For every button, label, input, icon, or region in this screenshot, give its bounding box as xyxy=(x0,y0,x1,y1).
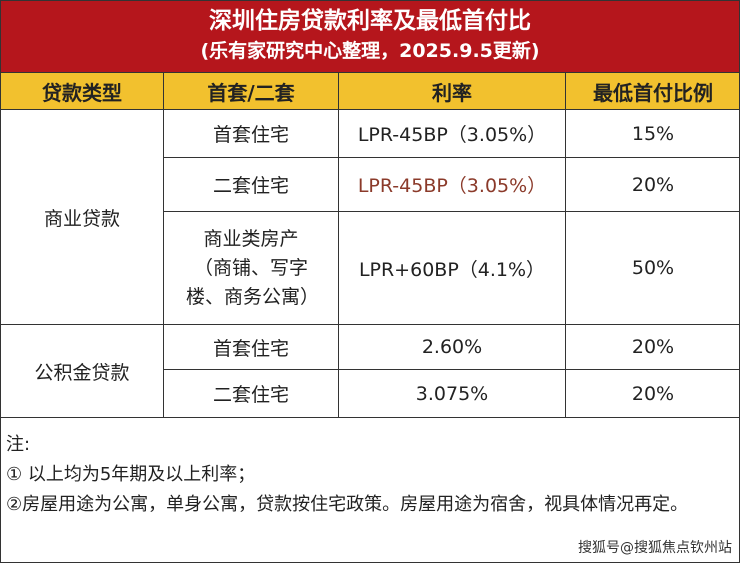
header-home-order: 首套/二套 xyxy=(163,72,339,110)
header-row: 贷款类型 首套/二套 利率 最低首付比例 xyxy=(0,72,740,110)
table-row: 二套住宅 3.075% 20% xyxy=(1,369,740,418)
down-cell: 20% xyxy=(565,324,740,370)
kind-cell: 商业类房产（商铺、写字楼、商务公寓） xyxy=(163,211,339,325)
note-item: ②房屋用途为公寓，单身公寓，贷款按住宅政策。房屋用途为宿舍，视具体情况再定。 xyxy=(6,494,689,515)
kind-cell: 二套住宅 xyxy=(163,369,339,418)
table-row: 公积金贷款 首套住宅 2.60% 20% xyxy=(0,324,740,418)
notes-label: 注: xyxy=(6,434,31,455)
title-banner: 深圳住房贷款利率及最低首付比 (乐有家研究中心整理，2025.9.5更新) xyxy=(0,0,740,72)
header-down-payment: 最低首付比例 xyxy=(565,72,740,110)
kind-cell: 二套住宅 xyxy=(163,157,339,212)
down-cell: 15% xyxy=(565,109,740,158)
table-row: 商业类房产（商铺、写字楼、商务公寓） LPR+60BP（4.1%） 50% xyxy=(1,211,740,325)
rate-cell: LPR+60BP（4.1%） xyxy=(338,211,566,325)
rate-cell: 2.60% xyxy=(338,324,566,370)
rate-cell: LPR-45BP（3.05%） xyxy=(338,157,566,212)
page-subtitle: (乐有家研究中心整理，2025.9.5更新) xyxy=(200,40,540,62)
loan-rate-table: 贷款类型 首套/二套 利率 最低首付比例 商业贷款 首套住宅 LPR-45BP（… xyxy=(0,72,740,418)
page-title: 深圳住房贷款利率及最低首付比 xyxy=(209,8,531,34)
table-row: 商业贷款 首套住宅 LPR-45BP（3.05%） 15% xyxy=(0,109,740,325)
down-cell: 50% xyxy=(565,211,740,325)
down-cell: 20% xyxy=(565,369,740,418)
rate-cell: 3.075% xyxy=(338,369,566,418)
loan-type-cell: 公积金贷款 xyxy=(0,324,164,418)
down-cell: 20% xyxy=(565,157,740,212)
kind-cell: 首套住宅 xyxy=(163,324,339,370)
source-credit: 搜狐号@搜狐焦点钦州站 xyxy=(578,540,732,556)
kind-cell: 首套住宅 xyxy=(163,109,339,158)
loan-type-cell: 商业贷款 xyxy=(0,109,164,325)
note-item: ① 以上均为5年期及以上利率； xyxy=(6,464,256,485)
header-rate: 利率 xyxy=(338,72,566,110)
notes: 注: ① 以上均为5年期及以上利率； ②房屋用途为公寓，单身公寓，贷款按住宅政策… xyxy=(6,430,736,520)
header-loan-type: 贷款类型 xyxy=(0,72,164,110)
rate-cell: LPR-45BP（3.05%） xyxy=(338,109,566,158)
